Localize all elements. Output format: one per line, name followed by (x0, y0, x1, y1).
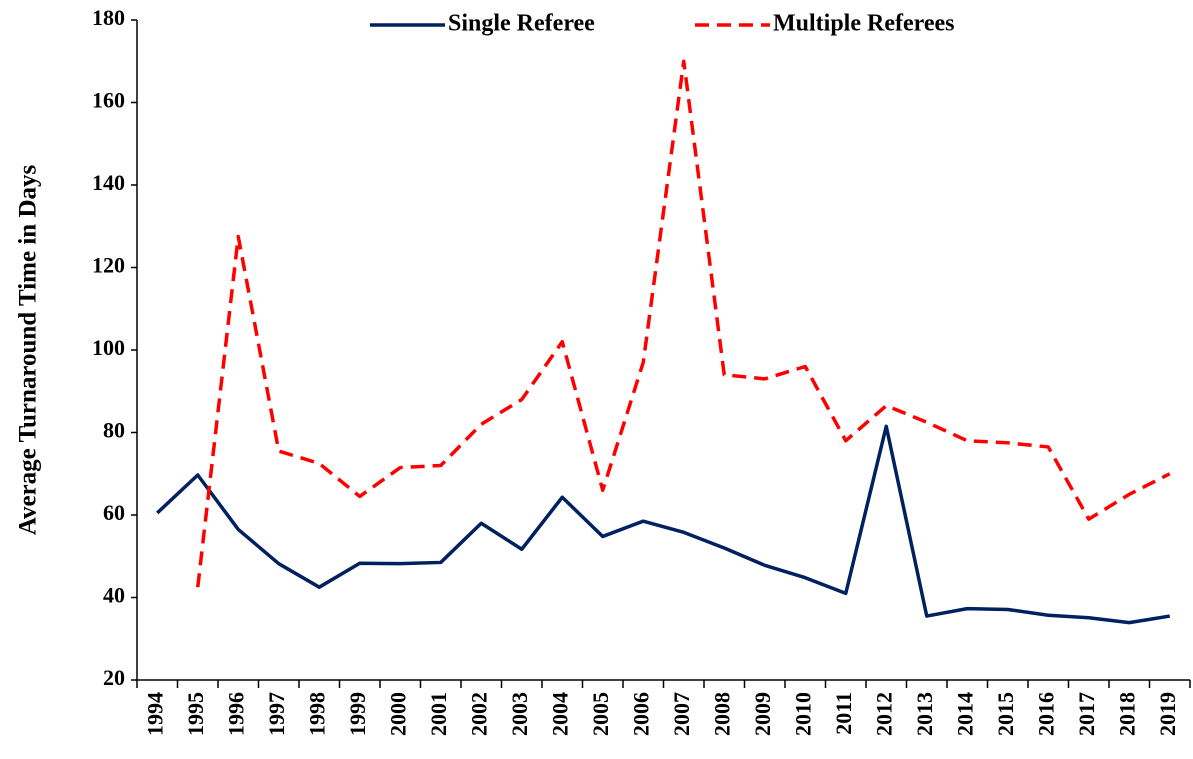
x-tick-label: 2003 (507, 692, 532, 736)
y-tick-label: 20 (103, 665, 125, 690)
x-tick-label: 2018 (1114, 692, 1139, 736)
x-tick-label: 2009 (750, 692, 775, 736)
x-tick-label: 2017 (1074, 692, 1099, 736)
x-tick-label: 2010 (790, 692, 815, 736)
x-tick-label: 2012 (871, 692, 896, 736)
x-tick-label: 2001 (426, 692, 451, 736)
x-tick-label: 2016 (1033, 692, 1058, 736)
x-tick-label: 2011 (831, 692, 856, 735)
y-tick-label: 160 (92, 88, 125, 113)
x-tick-label: 2007 (669, 692, 694, 736)
y-tick-label: 60 (103, 500, 125, 525)
legend-label: Single Referee (448, 11, 595, 37)
x-tick-label: 2006 (628, 692, 653, 736)
series-line (196, 59, 1171, 588)
y-tick-label: 40 (103, 583, 125, 608)
x-tick-label: 2002 (466, 692, 491, 736)
x-tick-label: 1997 (264, 692, 289, 736)
y-tick-label: 120 (92, 253, 125, 278)
x-tick-label: 1998 (304, 692, 329, 736)
x-tick-label: 2004 (547, 692, 572, 736)
x-tick-label: 2013 (912, 692, 937, 736)
x-tick-label: 1999 (345, 692, 370, 736)
x-tick-label: 1994 (142, 692, 167, 736)
series-line (156, 424, 1171, 625)
y-tick-label: 140 (92, 170, 125, 195)
x-tick-label: 2015 (993, 692, 1018, 736)
legend-label: Multiple Referees (773, 11, 955, 37)
x-tick-label: 2019 (1155, 692, 1180, 736)
x-tick-label: 2014 (952, 692, 977, 736)
y-tick-label: 180 (92, 5, 125, 30)
x-tick-label: 1995 (183, 692, 208, 736)
y-tick-label: 80 (103, 418, 125, 443)
x-tick-label: 2008 (709, 692, 734, 736)
y-tick-label: 100 (92, 335, 125, 360)
x-tick-label: 2000 (385, 692, 410, 736)
x-tick-label: 2005 (588, 692, 613, 736)
y-axis-title: Average Turnaround Time in Days (15, 165, 42, 536)
x-tick-label: 1996 (223, 692, 248, 736)
